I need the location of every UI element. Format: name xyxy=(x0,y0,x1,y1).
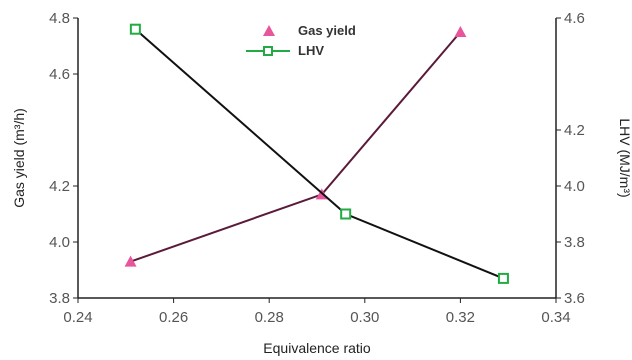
lhv-point xyxy=(340,208,352,220)
x-tick-label: 0.32 xyxy=(446,309,475,326)
y-axis-right-title: LHV (MJ/m³) xyxy=(617,118,632,197)
lhv-point xyxy=(129,23,141,35)
y-right-tick-label: 4.2 xyxy=(564,122,585,139)
y-right-tick-label: 4.0 xyxy=(564,178,585,195)
lhv-point xyxy=(497,272,509,284)
x-tick-label: 0.30 xyxy=(350,309,379,326)
legend-gas-yield-marker xyxy=(263,25,275,36)
y-right-tick-label: 3.8 xyxy=(564,234,585,251)
y-right-tick-label: 3.6 xyxy=(564,290,585,307)
x-tick-label: 0.28 xyxy=(255,309,284,326)
legend: Gas yield LHV xyxy=(246,23,356,58)
series-layer xyxy=(124,23,509,284)
legend-lhv-label: LHV xyxy=(298,43,324,58)
x-axis-title: Equivalence ratio xyxy=(263,340,371,356)
y-left-tick-label: 3.8 xyxy=(49,290,70,307)
y-left-tick-label: 4.8 xyxy=(49,10,70,27)
x-tick-label: 0.26 xyxy=(159,309,188,326)
ticks-layer: 0.24 0.26 0.28 0.30 0.32 0.34 3.8 4.0 4.2 4.6 4.8 3… xyxy=(49,10,585,326)
x-tick-label: 0.24 xyxy=(63,309,92,326)
y-left-tick-label: 4.0 xyxy=(49,234,70,251)
x-tick-label: 0.34 xyxy=(541,309,570,326)
y-left-tick-label: 4.2 xyxy=(49,178,70,195)
legend-lhv-marker xyxy=(263,46,273,56)
gas-yield-point xyxy=(124,255,137,267)
legend-gas-yield-label: Gas yield xyxy=(298,23,356,38)
y-left-tick-label: 4.6 xyxy=(49,66,70,83)
y-right-tick-label: 4.6 xyxy=(564,10,585,27)
y-axis-left-title: Gas yield (m³/h) xyxy=(11,108,27,208)
gas-yield-point xyxy=(454,26,467,37)
